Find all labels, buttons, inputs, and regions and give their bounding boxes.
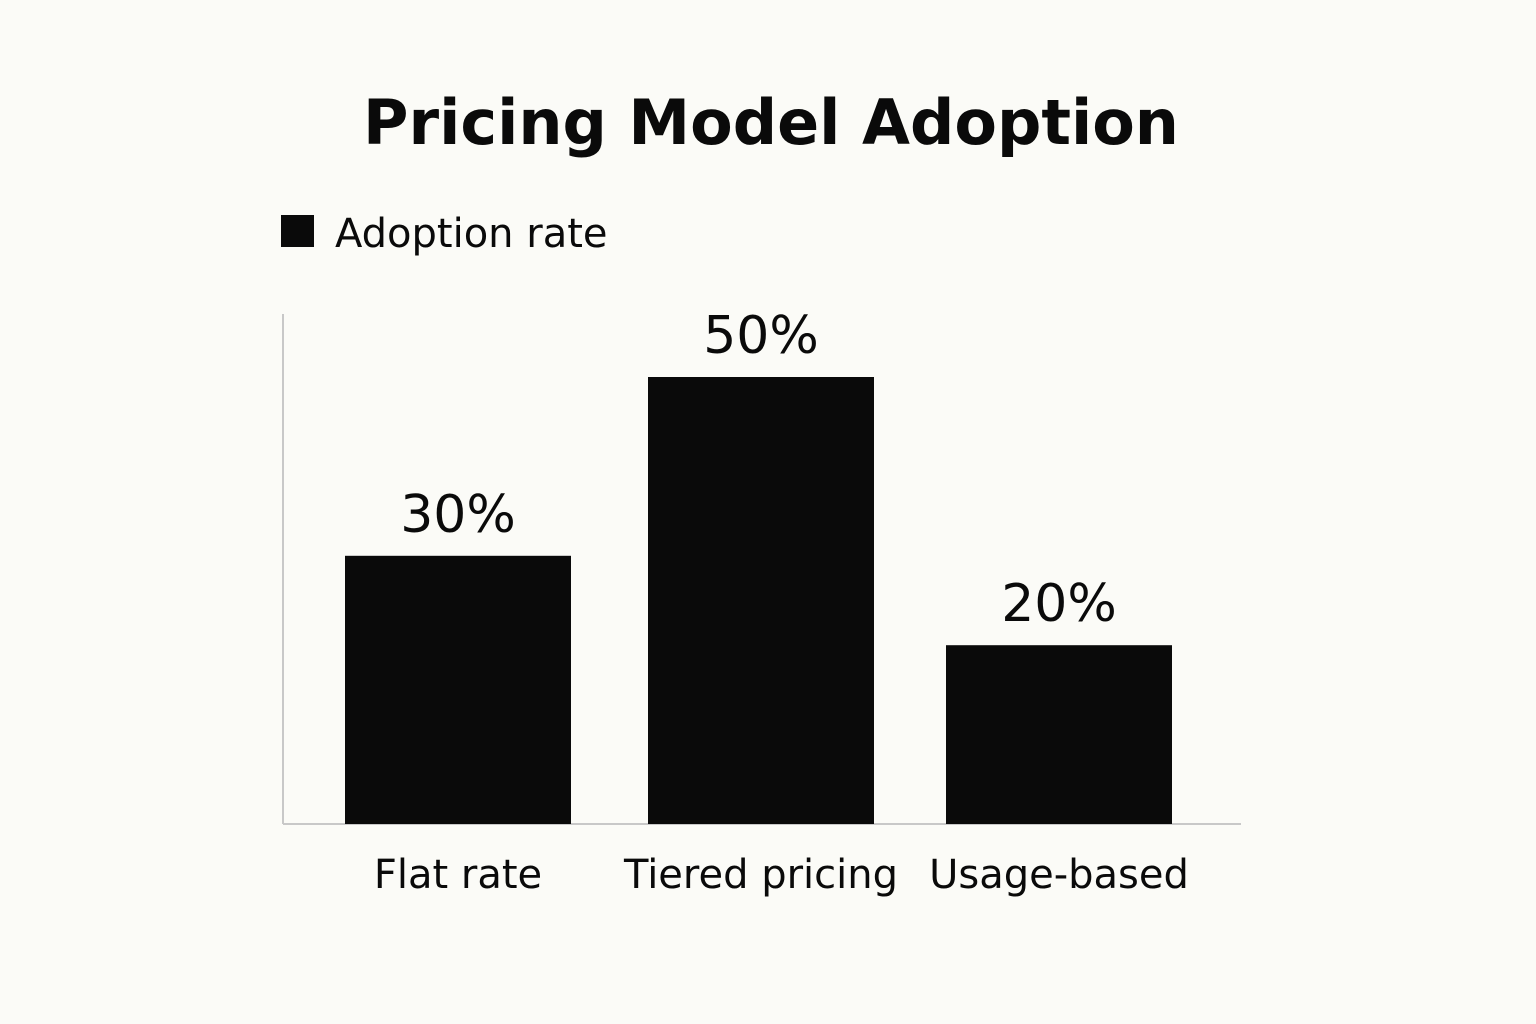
legend-label: Adoption rate — [335, 211, 608, 257]
value-label-0: 30% — [400, 485, 516, 545]
category-label-0: Flat rate — [374, 852, 542, 898]
category-labels-layer: Flat rate Tiered pricing Usage-based — [374, 852, 1189, 898]
chart-title: Pricing Model Adoption — [363, 86, 1179, 159]
bar-2 — [946, 645, 1172, 824]
value-labels-layer: 30% 50% 20% — [400, 306, 1117, 634]
category-label-2: Usage-based — [929, 852, 1189, 898]
value-label-2: 20% — [1001, 574, 1117, 634]
bar-1 — [648, 377, 874, 824]
bar-0 — [345, 555, 571, 824]
legend-swatch — [281, 215, 314, 247]
category-label-1: Tiered pricing — [623, 852, 898, 898]
value-label-1: 50% — [703, 306, 819, 366]
bars-layer — [345, 377, 1172, 824]
legend: Adoption rate — [281, 211, 608, 257]
